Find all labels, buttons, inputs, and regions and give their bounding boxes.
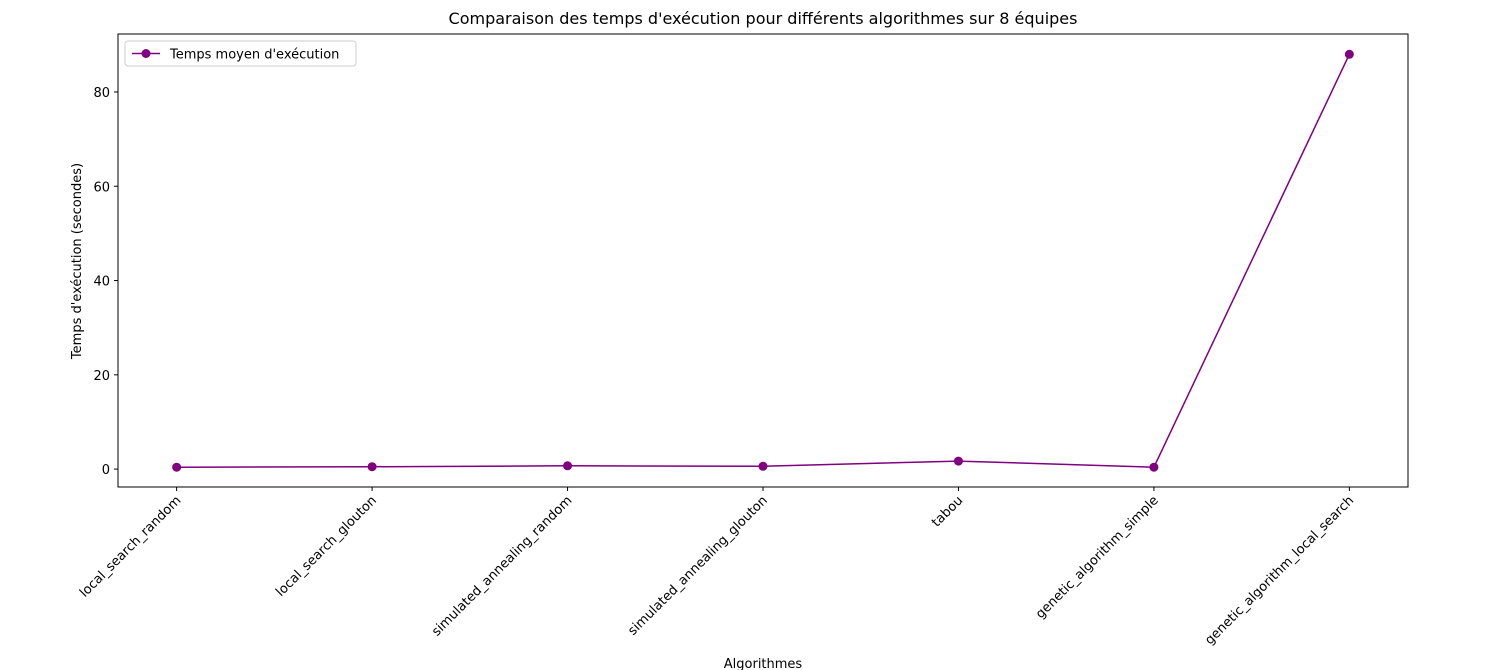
x-tick-label: genetic_algorithm_simple <box>1033 493 1162 622</box>
x-tick-label: local_search_glouton <box>273 493 380 600</box>
data-point <box>953 456 963 466</box>
data-point <box>1344 49 1354 59</box>
data-point <box>1149 462 1159 472</box>
legend-label: Temps moyen d'exécution <box>169 48 339 63</box>
y-tick-label: 40 <box>93 275 110 290</box>
data-point <box>367 462 377 472</box>
series-line <box>176 53 1351 468</box>
y-tick-label: 80 <box>93 86 110 101</box>
y-tick-label: 20 <box>93 369 110 384</box>
chart-title: Comparaison des temps d'exécution pour d… <box>449 9 1078 28</box>
x-tick-label: simulated_annealing_glouton <box>625 493 770 638</box>
x-tick-label: tabou <box>929 493 966 530</box>
legend-box <box>124 40 357 67</box>
legend-marker <box>141 49 151 58</box>
x-tick-label: genetic_algorithm_local_search <box>1202 493 1357 648</box>
y-axis-label: Temps d'exécution (secondes) <box>70 163 85 360</box>
x-tick-label: local_search_random <box>77 493 184 600</box>
y-tick-label: 60 <box>93 180 110 195</box>
x-axis-label: Algorithmes <box>724 657 803 670</box>
y-tick-label: 0 <box>102 463 110 478</box>
x-tick-label: simulated_annealing_random <box>429 493 575 639</box>
data-point <box>563 461 573 471</box>
data-point <box>172 462 182 472</box>
data-point <box>758 461 768 471</box>
plot-area <box>117 33 1409 488</box>
